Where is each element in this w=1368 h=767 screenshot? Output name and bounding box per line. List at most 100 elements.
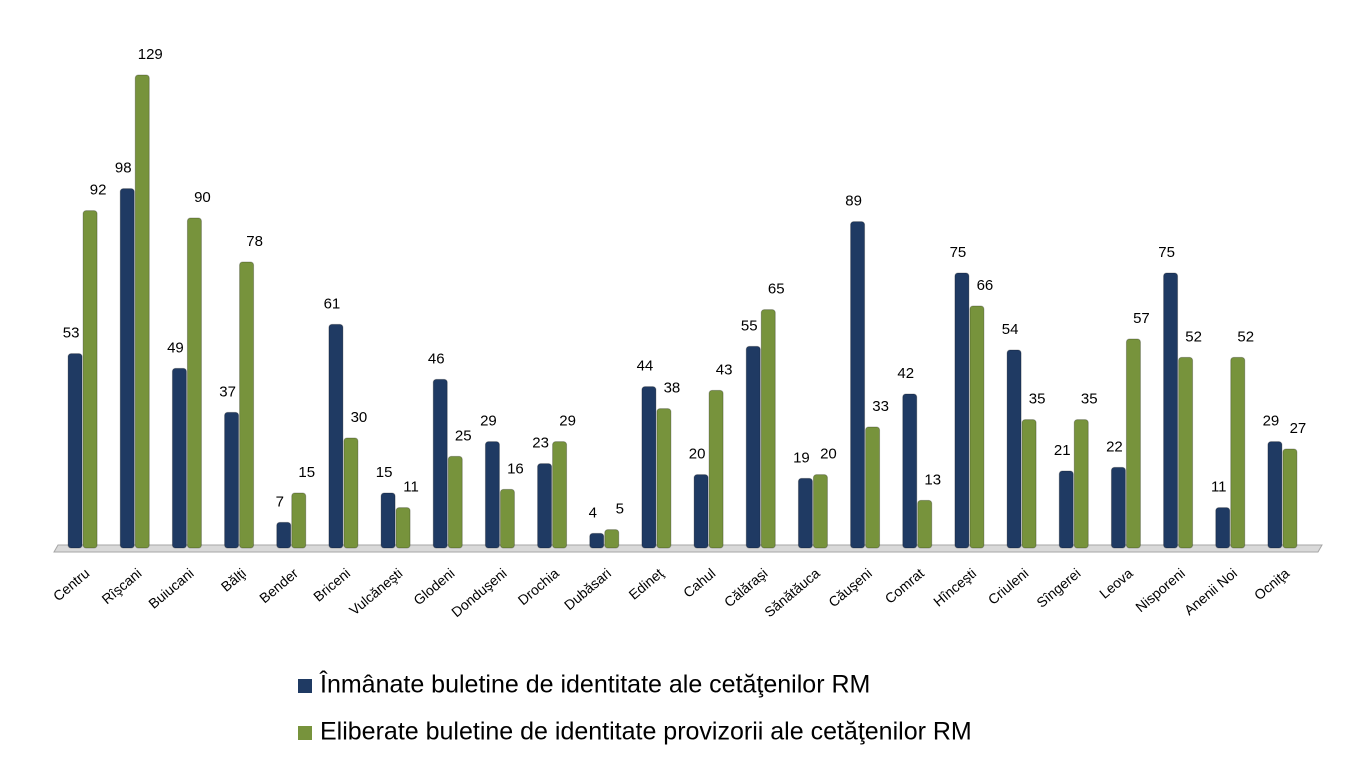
bar: [499, 488, 515, 549]
data-label: 25: [455, 427, 472, 444]
bar: [484, 441, 500, 549]
legend-swatch: [298, 679, 312, 693]
x-tick-label: Drochia: [515, 565, 562, 608]
data-label: 46: [428, 350, 445, 367]
data-label: 29: [480, 413, 497, 430]
x-tick-label: Sîngerei: [1033, 565, 1083, 611]
data-label: 19: [793, 449, 810, 466]
data-label: 54: [1002, 321, 1019, 338]
data-label: 20: [820, 446, 837, 463]
bar: [902, 393, 918, 549]
data-label: 33: [872, 398, 889, 415]
data-label: 129: [138, 46, 163, 63]
bar: [693, 474, 709, 549]
data-label: 35: [1081, 391, 1098, 408]
bar: [447, 455, 463, 549]
bar: [328, 323, 344, 549]
bar: [1058, 470, 1074, 549]
data-label: 20: [689, 446, 706, 463]
data-label: 38: [664, 380, 681, 397]
data-label: 57: [1133, 310, 1150, 327]
data-label: 37: [219, 383, 236, 400]
bar: [67, 353, 83, 549]
x-tick-label: Dubăsari: [561, 565, 614, 613]
data-label: 42: [897, 365, 914, 382]
bar: [1215, 507, 1231, 549]
bar: [641, 386, 657, 549]
bar: [171, 367, 187, 549]
data-label: 4: [589, 504, 597, 521]
bar: [850, 221, 866, 549]
x-tick-label: Căuşeni: [825, 565, 875, 610]
bar: [1267, 441, 1283, 549]
data-label: 15: [376, 464, 393, 481]
x-tick-label: Glodeni: [410, 565, 457, 608]
bar: [1163, 272, 1179, 549]
bar: [380, 492, 396, 549]
bar: [812, 474, 828, 549]
data-label: 44: [637, 358, 654, 375]
data-label: 75: [1158, 244, 1175, 261]
bar: [537, 463, 553, 549]
data-label: 78: [246, 233, 263, 250]
x-tick-label: Buiucani: [145, 565, 196, 612]
data-label: 23: [532, 435, 549, 452]
floor: [53, 544, 1323, 553]
x-tick-label: Comrat: [882, 565, 928, 607]
bar: [745, 345, 761, 549]
data-label: 43: [716, 361, 733, 378]
data-label: 7: [276, 493, 284, 510]
legend-swatch: [298, 726, 312, 740]
legend-label: Eliberate buletine de identitate provizo…: [320, 718, 972, 746]
data-label: 27: [1290, 420, 1307, 437]
x-tick-label: Criuleni: [985, 565, 1032, 608]
bar: [604, 529, 620, 549]
data-label: 98: [115, 160, 132, 177]
data-label: 90: [194, 189, 211, 206]
bar: [276, 521, 292, 549]
bar: [119, 188, 135, 549]
bar: [1230, 356, 1246, 549]
bar: [917, 499, 933, 549]
bar: [589, 532, 605, 549]
x-tick-label: Călăraşi: [721, 565, 771, 610]
bar: [1110, 466, 1126, 549]
bar: [797, 477, 813, 549]
data-label: 55: [741, 317, 758, 334]
data-label: 21: [1054, 442, 1071, 459]
x-tick-label: Centru: [50, 565, 92, 604]
data-label: 29: [1263, 413, 1280, 430]
x-tick-label: Edineţ: [626, 565, 667, 603]
x-tick-label: Nisporeni: [1132, 565, 1188, 615]
x-tick-label: Leova: [1096, 565, 1136, 602]
data-label: 35: [1029, 391, 1046, 408]
bar: [134, 74, 150, 549]
bar: [1282, 448, 1298, 549]
x-tick-label: Vulcăneşti: [346, 565, 405, 618]
data-label: 89: [845, 193, 862, 210]
bar: [708, 389, 724, 549]
bar: [186, 217, 202, 549]
x-tick-label: Bălţi: [218, 565, 249, 595]
bar: [760, 309, 776, 549]
data-label: 65: [768, 281, 785, 298]
data-label: 92: [90, 182, 107, 199]
bar: [1021, 419, 1037, 549]
data-label: 16: [507, 460, 524, 477]
data-label: 49: [167, 339, 184, 356]
bar: [865, 426, 881, 549]
bar: [954, 272, 970, 549]
bar: [1006, 349, 1022, 549]
data-label: 30: [351, 409, 368, 426]
data-label: 11: [1211, 479, 1227, 496]
data-label: 29: [559, 413, 576, 430]
data-label: 5: [616, 501, 624, 518]
bar: [1073, 419, 1089, 549]
data-label: 22: [1106, 438, 1123, 455]
data-label: 13: [924, 471, 941, 488]
bar: [432, 378, 448, 549]
x-tick-label: Donduşeni: [448, 565, 510, 620]
x-tick-label: Sănătăuca: [761, 565, 823, 620]
x-tick-label: Rîşcani: [99, 565, 145, 607]
